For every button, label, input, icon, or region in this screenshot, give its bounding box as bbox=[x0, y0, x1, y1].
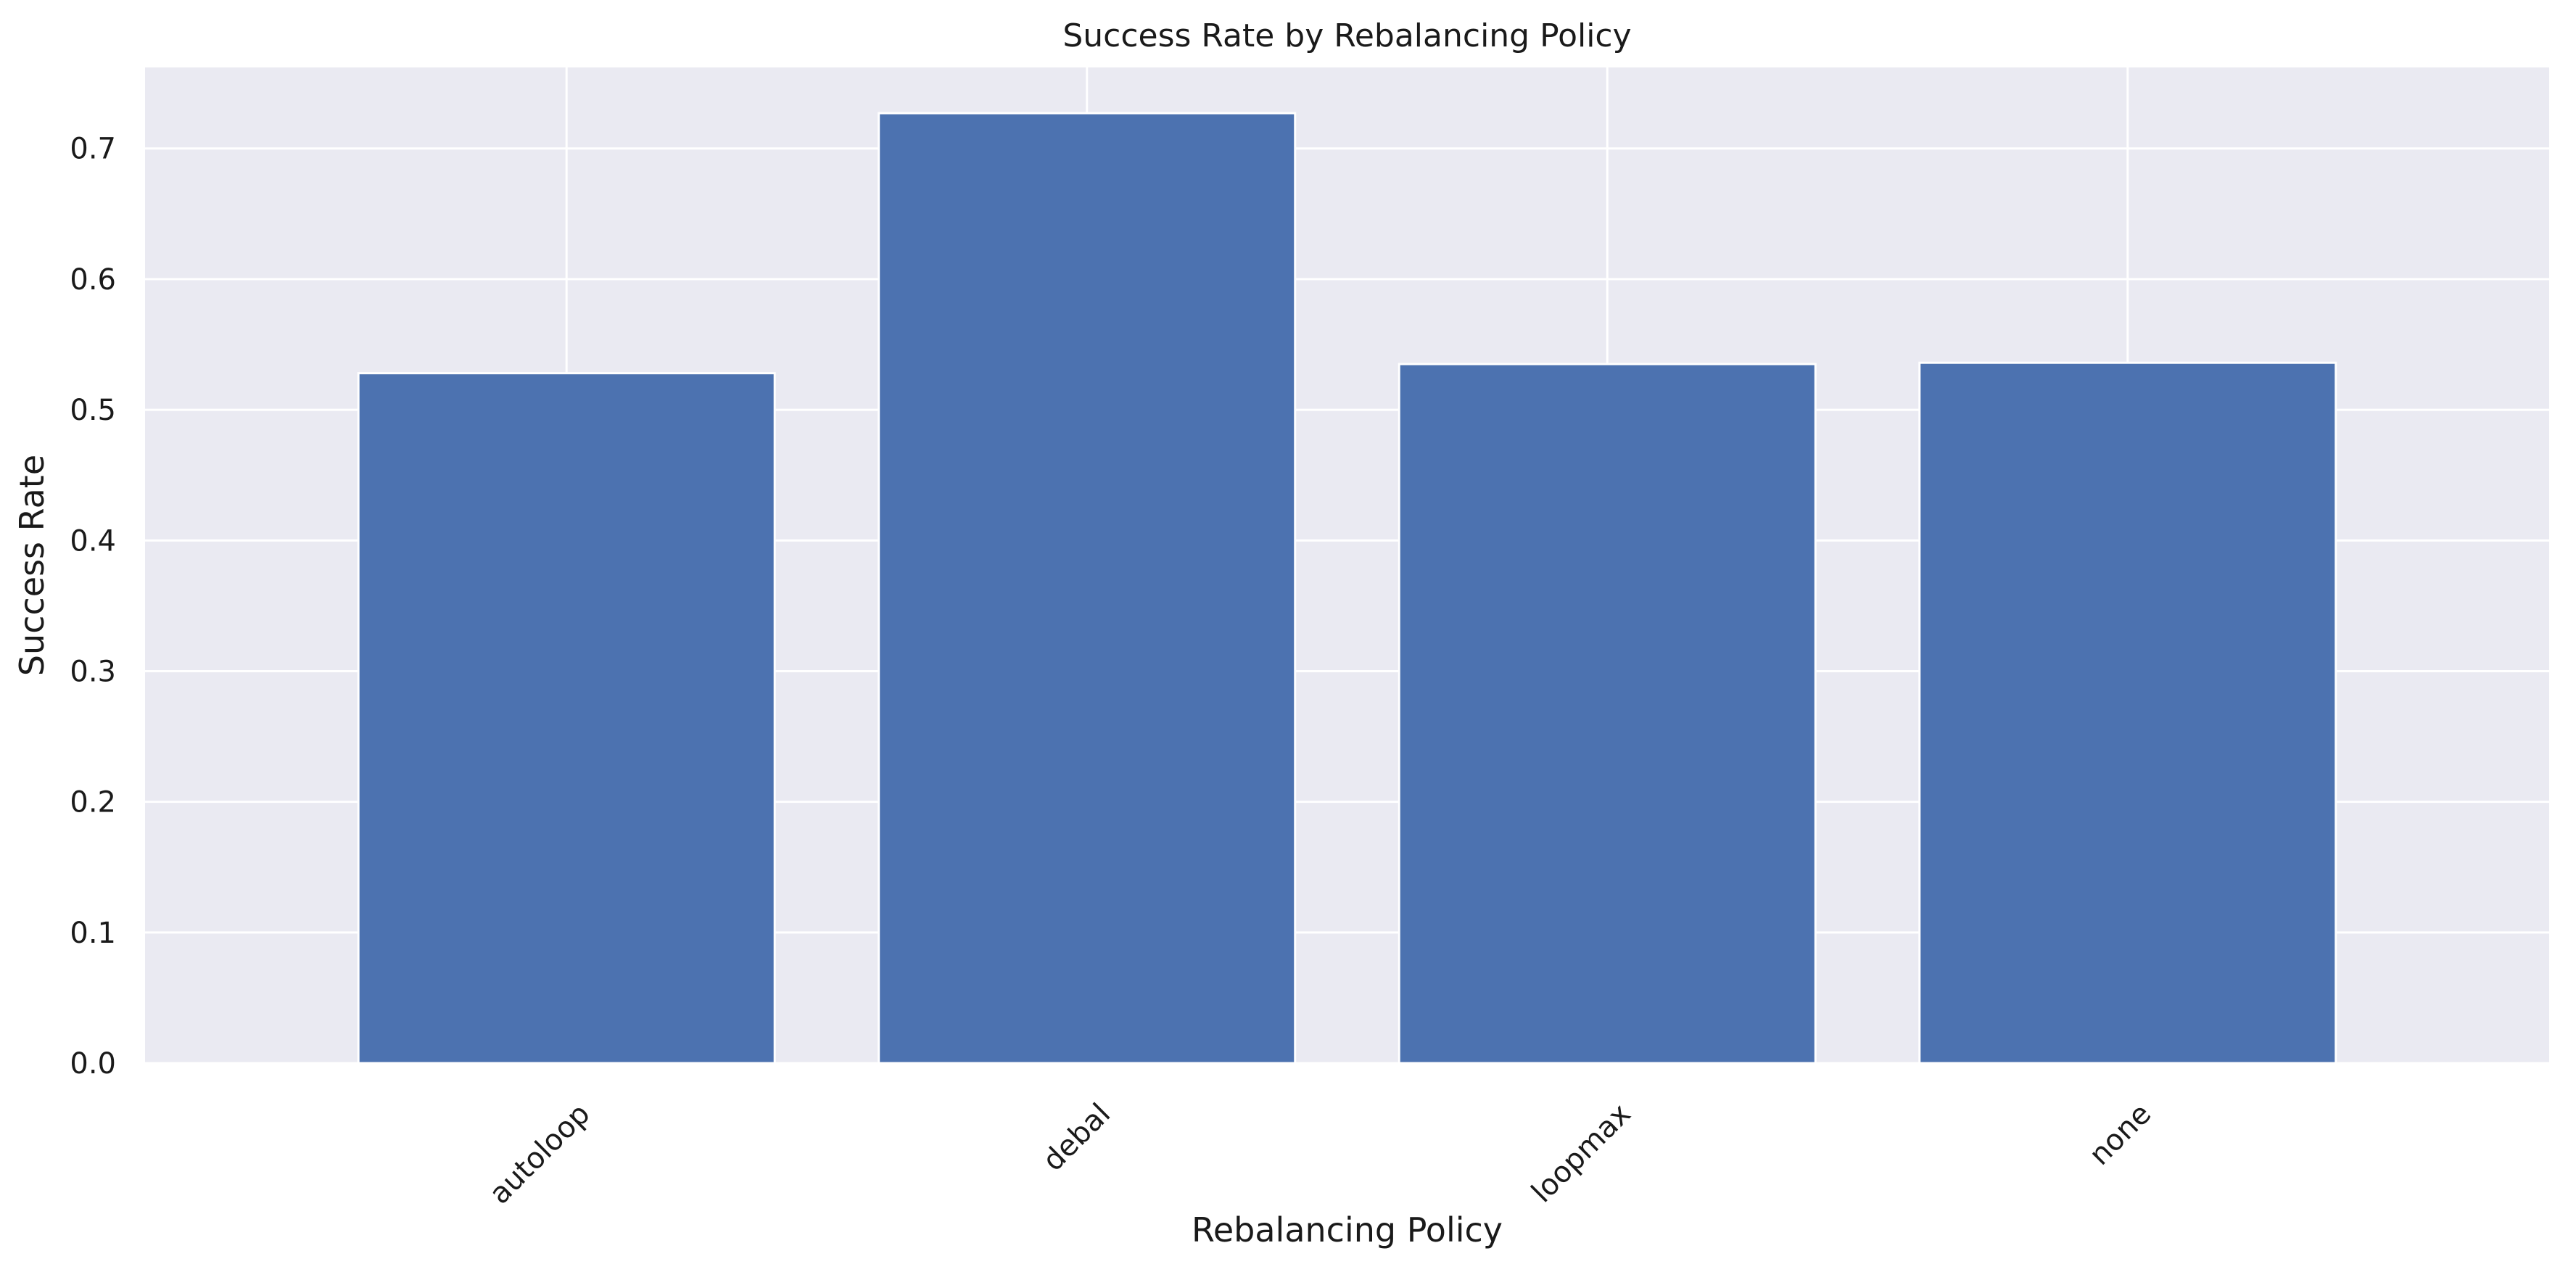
bar-loopmax bbox=[1398, 363, 1817, 1065]
y-tick-label: 0.5 bbox=[70, 394, 116, 427]
bar-autoloop bbox=[357, 372, 776, 1065]
x-axis-ticks: autoloop debal loopmax none bbox=[483, 1097, 2158, 1211]
y-tick-label: 0.0 bbox=[70, 1047, 116, 1081]
y-axis-label: Success Rate bbox=[12, 455, 51, 676]
y-tick-label: 0.3 bbox=[70, 655, 116, 688]
x-tick-label-debal: debal bbox=[1036, 1097, 1117, 1178]
y-tick-label: 0.1 bbox=[70, 917, 116, 950]
y-tick-label: 0.7 bbox=[70, 133, 116, 166]
bars bbox=[357, 112, 2337, 1065]
x-tick-label-none: none bbox=[2083, 1097, 2158, 1172]
y-tick-label: 0.2 bbox=[70, 786, 116, 819]
x-axis-label: Rebalancing Policy bbox=[1192, 1210, 1503, 1250]
y-tick-label: 0.4 bbox=[70, 524, 116, 558]
x-tick-label-autoloop: autoloop bbox=[483, 1097, 597, 1211]
x-tick-label-loopmax: loopmax bbox=[1525, 1097, 1638, 1210]
y-tick-label: 0.6 bbox=[70, 263, 116, 297]
bar-none bbox=[1918, 361, 2337, 1065]
bar-debal bbox=[878, 112, 1297, 1065]
chart-title: Success Rate by Rebalancing Policy bbox=[1062, 17, 1631, 54]
y-axis-ticks: 0.0 0.1 0.2 0.3 0.4 0.5 0.6 0.7 bbox=[70, 133, 116, 1081]
